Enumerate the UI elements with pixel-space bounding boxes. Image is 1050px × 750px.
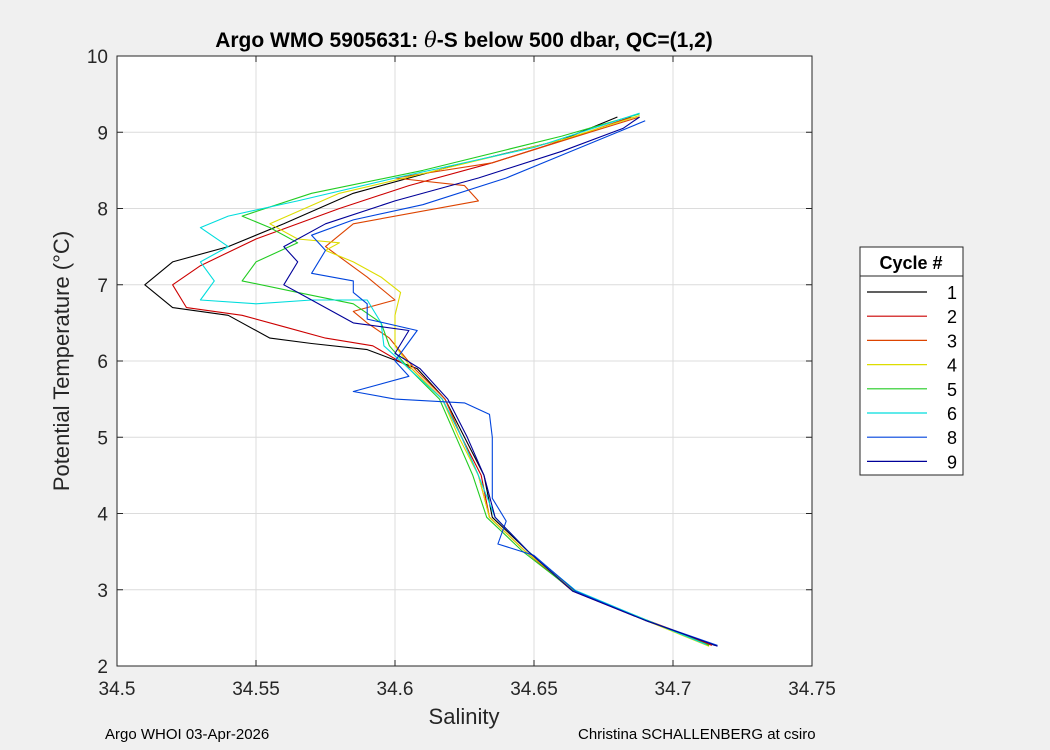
legend-label-cycle-1: 1 <box>947 283 957 303</box>
chart-title-prefix: Argo WMO 5905631: <box>215 29 424 52</box>
x-tick-label: 34.75 <box>788 679 836 700</box>
x-tick-label: 34.7 <box>655 679 692 700</box>
x-tick-label: 34.65 <box>510 679 558 700</box>
x-tick-label: 34.5 <box>99 679 136 700</box>
y-tick-label: 3 <box>97 581 108 602</box>
y-tick-label: 2 <box>97 657 108 678</box>
series-line-cycle-8 <box>311 120 718 646</box>
x-tick-label: 34.6 <box>377 679 414 700</box>
legend-label-cycle-4: 4 <box>947 356 957 376</box>
y-axis-label: Potential Temperature (°C) <box>49 231 74 491</box>
series-layer <box>144 112 718 647</box>
legend-label-cycle-3: 3 <box>947 331 957 351</box>
x-axis-label: Salinity <box>429 704 500 729</box>
legend-label-cycle-2: 2 <box>947 307 957 327</box>
footer-credit-left: Argo WHOI 03-Apr-2026 <box>105 726 270 743</box>
legend-entries: 1 2 3 4 5 6 8 9 <box>867 283 957 472</box>
legend-label-cycle-9: 9 <box>947 452 957 472</box>
y-tick-label: 7 <box>97 276 108 297</box>
series-line-cycle-9 <box>283 116 718 647</box>
chart-title-symbol: θ <box>424 28 437 52</box>
x-axis-ticks: 34.5 34.55 34.6 34.65 34.7 34.75 <box>99 56 836 700</box>
series-line-cycle-4 <box>269 114 710 647</box>
y-axis-ticks: 2 3 4 5 6 7 8 9 10 <box>87 47 812 678</box>
y-tick-label: 5 <box>97 428 108 449</box>
legend-title: Cycle # <box>879 253 942 273</box>
legend-label-cycle-6: 6 <box>947 404 957 424</box>
legend: Cycle # 1 2 3 4 5 6 8 9 <box>859 246 964 476</box>
x-tick-label: 34.55 <box>232 679 280 700</box>
y-tick-label: 4 <box>97 505 108 526</box>
footer-credit-right: Christina SCHALLENBERG at csiro <box>578 726 816 743</box>
chart-title-suffix: -S below 500 dbar, QC=(1,2) <box>437 29 713 52</box>
y-tick-label: 9 <box>97 123 108 144</box>
y-tick-label: 8 <box>97 200 108 221</box>
y-tick-label: 6 <box>97 352 108 373</box>
legend-label-cycle-5: 5 <box>947 380 957 400</box>
legend-label-cycle-8: 8 <box>947 428 957 448</box>
chart-title: Argo WMO 5905631: θ-S below 500 dbar, QC… <box>215 28 713 52</box>
y-tick-label: 10 <box>87 47 108 68</box>
series-line-cycle-1 <box>144 116 715 646</box>
